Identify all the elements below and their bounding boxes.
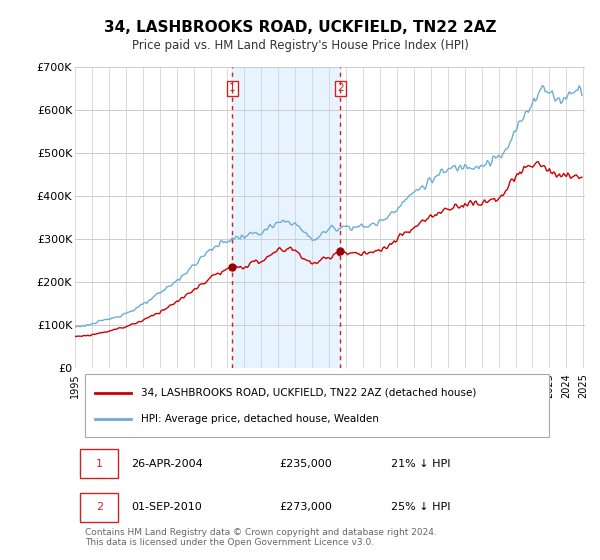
Text: 1: 1 [229,83,236,94]
Text: £235,000: £235,000 [279,459,332,469]
Text: 2: 2 [95,502,103,512]
Text: 2: 2 [337,83,344,94]
FancyBboxPatch shape [80,493,118,522]
Text: 01-SEP-2010: 01-SEP-2010 [131,502,202,512]
Text: 25% ↓ HPI: 25% ↓ HPI [391,502,451,512]
Text: 26-APR-2004: 26-APR-2004 [131,459,203,469]
Text: HPI: Average price, detached house, Wealden: HPI: Average price, detached house, Weal… [142,414,379,424]
Text: 34, LASHBROOKS ROAD, UCKFIELD, TN22 2AZ (detached house): 34, LASHBROOKS ROAD, UCKFIELD, TN22 2AZ … [142,388,476,398]
Text: Price paid vs. HM Land Registry's House Price Index (HPI): Price paid vs. HM Land Registry's House … [131,39,469,52]
Bar [232,67,340,368]
Text: 34, LASHBROOKS ROAD, UCKFIELD, TN22 2AZ: 34, LASHBROOKS ROAD, UCKFIELD, TN22 2AZ [104,20,496,35]
FancyBboxPatch shape [85,374,550,437]
Text: 21% ↓ HPI: 21% ↓ HPI [391,459,451,469]
Text: Contains HM Land Registry data © Crown copyright and database right 2024.
This d: Contains HM Land Registry data © Crown c… [85,528,437,547]
FancyBboxPatch shape [80,450,118,478]
Text: £273,000: £273,000 [279,502,332,512]
Text: 1: 1 [96,459,103,469]
